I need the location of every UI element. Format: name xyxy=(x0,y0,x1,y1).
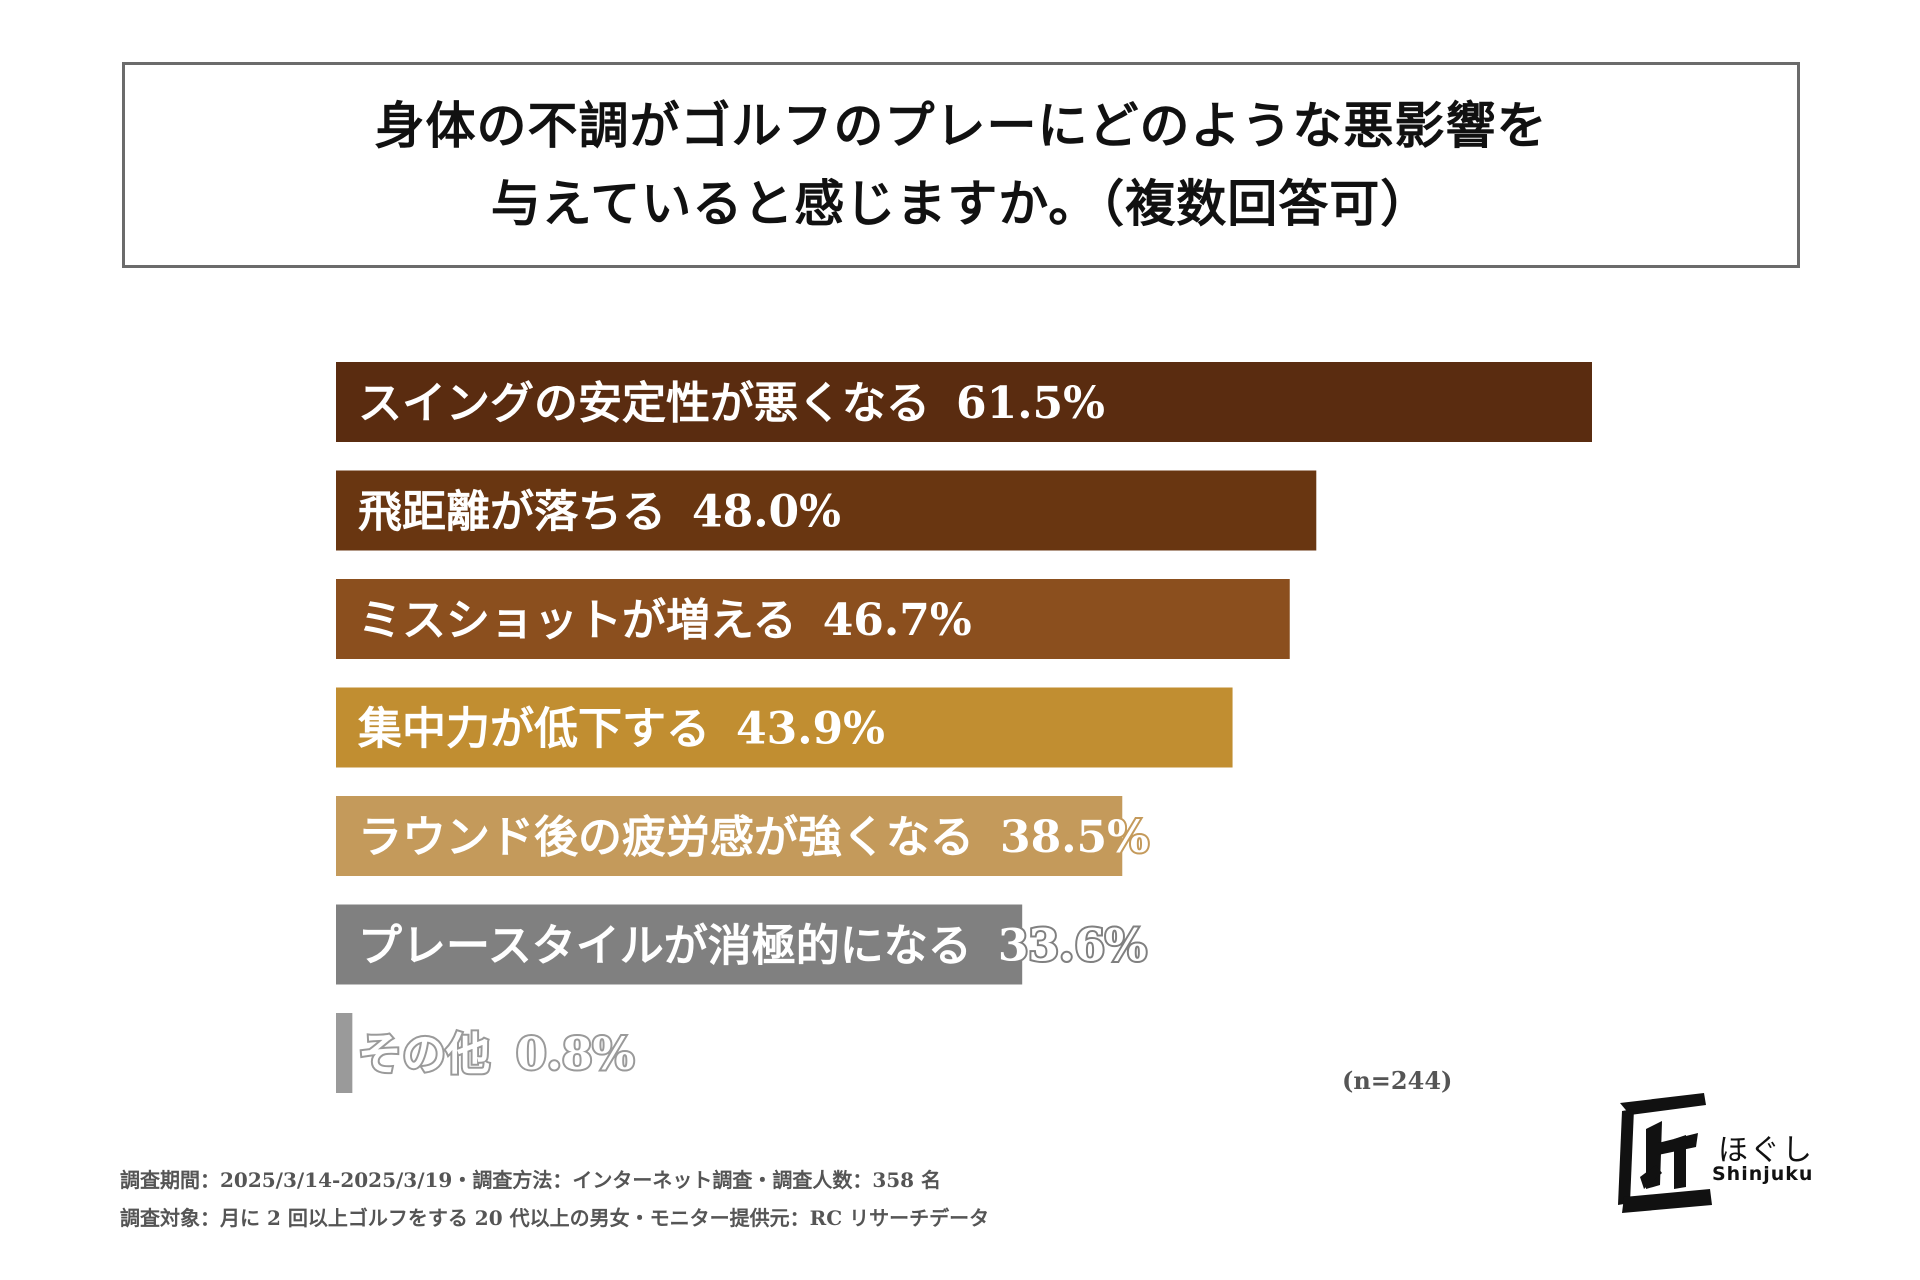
bar-category-4: 集中力が低下する xyxy=(357,704,710,755)
bar-4 xyxy=(336,687,1233,768)
bar-label-5: ラウンド後の疲労感が強くなる 38.5% xyxy=(358,812,1149,863)
bar-1 xyxy=(336,362,1592,442)
bar-value-label-1: 61.5% xyxy=(956,378,1105,429)
survey-target-note: 調査対象：月に 2 回以上ゴルフをする 20 代以上の男女・モニター提供元：RC… xyxy=(120,1206,990,1230)
bar-label-3: ミスショットが増える 46.7% xyxy=(358,595,972,646)
bar-label-6: プレースタイルが消極的になる 33.6% xyxy=(358,921,1147,972)
hogushi-logo: ほぐし Shinjuku xyxy=(1600,1085,1820,1225)
bar-value-label-5: 38.5% xyxy=(1000,812,1149,863)
bar-category-6: プレースタイルが消極的になる xyxy=(358,921,972,972)
bar-3 xyxy=(336,579,1290,659)
bar-category-3: ミスショットが増える xyxy=(358,595,797,646)
chart-title-line-1: 身体の不調がゴルフのプレーにどのような悪影響を xyxy=(374,96,1548,155)
bar-category-1: スイングの安定性が悪くなる xyxy=(358,378,930,429)
sample-size-note: (n=244) xyxy=(1342,1066,1453,1095)
logo-brush-mark-icon xyxy=(1618,1093,1712,1213)
bar-category-7: その他 xyxy=(358,1029,490,1080)
bar-5 xyxy=(336,796,1123,876)
bar-value-label-4: 43.9% xyxy=(736,704,885,755)
bar-category-2: 飛距離が落ちる xyxy=(358,487,666,538)
bar-2 xyxy=(336,470,1317,551)
bar-7 xyxy=(336,1013,353,1093)
title-box: 身体の不調がゴルフのプレーにどのような悪影響を 与えていると感じますか。（複数回… xyxy=(122,62,1800,268)
bar-6 xyxy=(336,904,1023,985)
bar-label-4: 集中力が低下する 43.9% xyxy=(357,704,885,755)
survey-period-note: 調査期間：2025/3/14-2025/3/19・調査方法：インターネット調査・… xyxy=(120,1168,942,1192)
logo-kana: ほぐし xyxy=(1718,1133,1814,1168)
bar-category-5: ラウンド後の疲労感が強くなる xyxy=(358,812,974,863)
chart-title-line-2: 与えていると感じますか。（複数回答可） xyxy=(490,174,1432,233)
bar-value-label-7: 0.8% xyxy=(516,1029,634,1080)
bar-label-1: スイングの安定性が悪くなる 61.5% xyxy=(358,378,1105,429)
bar-value-label-3: 46.7% xyxy=(823,595,972,646)
bar-value-label-2: 48.0% xyxy=(692,487,841,538)
bar-value-label-6: 33.6% xyxy=(998,921,1147,972)
bar-label-7: その他 0.8% xyxy=(358,1029,634,1080)
bar-label-2: 飛距離が落ちる 48.0% xyxy=(358,487,841,538)
logo-latin: Shinjuku xyxy=(1712,1163,1814,1185)
